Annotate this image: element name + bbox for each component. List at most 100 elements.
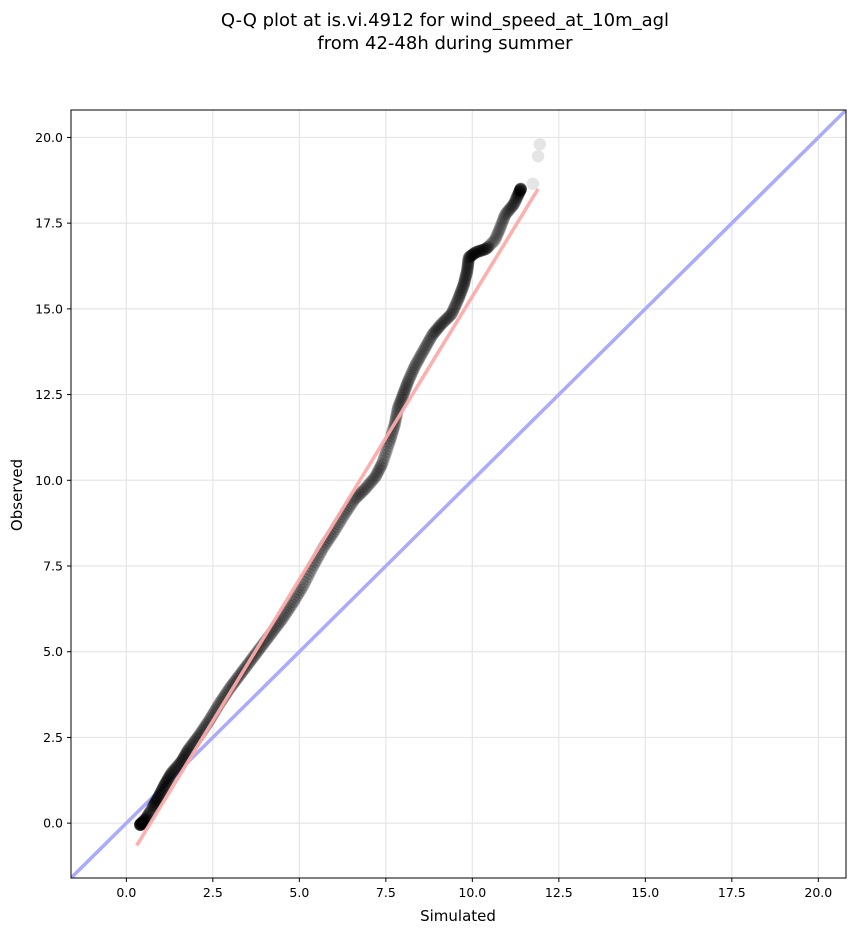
data-point-420 <box>487 234 501 248</box>
data-point-14 <box>134 818 147 831</box>
data-point-306 <box>397 387 410 401</box>
data-point-313 <box>402 374 415 388</box>
data-point-34 <box>136 816 149 829</box>
x-tick-label-6: 15.0 <box>631 885 659 900</box>
y-tick-label-3: 7.5 <box>43 559 63 574</box>
data-point-451 <box>499 207 512 221</box>
data-point-67 <box>143 805 157 819</box>
data-point-30 <box>136 816 149 830</box>
data-point-320 <box>408 360 421 373</box>
fit-line <box>135 187 540 847</box>
data-point-72 <box>145 802 159 815</box>
data-point-109 <box>164 768 178 781</box>
data-point-304 <box>395 391 409 405</box>
data-point-307 <box>397 386 411 399</box>
data-point-216 <box>290 590 303 604</box>
data-point-213 <box>285 597 299 611</box>
data-point-96 <box>157 781 170 794</box>
data-point-76 <box>147 799 160 813</box>
data-point-369 <box>457 279 470 292</box>
data-point-85 <box>151 792 164 805</box>
data-point-219 <box>294 583 307 597</box>
data-point-81 <box>149 795 163 809</box>
data-point-403 <box>474 244 487 257</box>
data-point-28 <box>135 816 149 830</box>
data-point-456 <box>501 205 515 218</box>
data-point-268 <box>366 474 379 487</box>
data-point-308 <box>398 384 411 397</box>
data-point-407 <box>477 243 491 256</box>
data-point-272 <box>371 466 384 480</box>
data-point-437 <box>494 219 508 233</box>
data-point-322 <box>410 356 424 369</box>
data-point-410 <box>480 242 493 255</box>
data-point-325 <box>414 350 427 363</box>
data-point-311 <box>400 378 414 392</box>
data-point-323 <box>411 354 425 367</box>
data-point-389 <box>463 250 476 264</box>
data-point-442 <box>496 215 509 228</box>
data-point-362 <box>453 290 466 303</box>
data-point-65 <box>143 806 156 820</box>
data-point-91 <box>154 786 167 799</box>
y-tick-label-7: 17.5 <box>35 216 63 231</box>
x-tick-label-2: 5.0 <box>289 885 309 900</box>
data-point-433 <box>493 223 506 236</box>
data-point-277 <box>376 457 389 470</box>
data-point-481 <box>510 192 523 205</box>
data-point-10 <box>134 818 147 831</box>
x-axis-ticks: 0.0 2.5 5.0 7.5 10.0 12.5 15.0 17.5 20.0 <box>116 878 832 900</box>
data-point-95 <box>156 782 170 795</box>
data-point-372 <box>458 274 471 288</box>
data-point-375 <box>459 270 473 283</box>
data-point-93 <box>155 784 169 797</box>
data-point-480 <box>510 192 523 206</box>
data-point-496 <box>513 186 526 199</box>
data-point-512 <box>514 182 527 196</box>
data-point-315 <box>403 370 417 384</box>
data-point-370 <box>457 277 471 291</box>
data-point-477 <box>509 194 522 207</box>
data-point-302 <box>394 395 407 408</box>
data-point-386 <box>462 254 475 267</box>
data-point-47 <box>138 813 152 827</box>
data-point-208 <box>278 608 292 621</box>
data-point-16 <box>134 818 147 831</box>
data-point-401 <box>472 245 485 258</box>
data-point-66 <box>143 806 156 819</box>
data-point-390 <box>464 250 477 263</box>
data-point-495 <box>512 186 526 199</box>
x-tick-label-1: 2.5 <box>203 885 223 900</box>
data-point-348 <box>440 312 453 326</box>
data-point-218 <box>293 586 306 599</box>
data-point-447 <box>497 211 511 224</box>
data-point-438 <box>495 218 508 232</box>
data-point-462 <box>504 202 517 215</box>
data-point-99 <box>158 778 172 791</box>
data-point-59 <box>141 809 155 822</box>
data-point-33 <box>136 816 149 829</box>
data-point-347 <box>438 314 452 327</box>
data-point-397 <box>468 246 482 260</box>
data-point-49 <box>139 813 152 826</box>
data-point-393 <box>466 248 479 262</box>
data-point-0 <box>134 818 147 832</box>
data-point-381 <box>461 261 474 274</box>
data-point-333 <box>423 334 436 347</box>
data-point-68 <box>144 805 157 818</box>
y-tick-label-4: 10.0 <box>35 473 63 488</box>
data-point-454 <box>500 206 514 219</box>
data-point-350 <box>442 310 456 323</box>
data-point-18 <box>134 817 148 831</box>
data-point-510 <box>514 183 527 196</box>
data-point-484 <box>510 190 524 204</box>
data-point-352 <box>445 307 458 321</box>
data-point-356 <box>448 300 461 314</box>
data-point-395 <box>467 247 480 261</box>
data-point-426 <box>490 229 503 242</box>
data-point-423 <box>489 232 502 245</box>
data-point-353 <box>446 306 459 319</box>
data-point-74 <box>146 801 159 814</box>
data-point-415 <box>484 238 497 251</box>
